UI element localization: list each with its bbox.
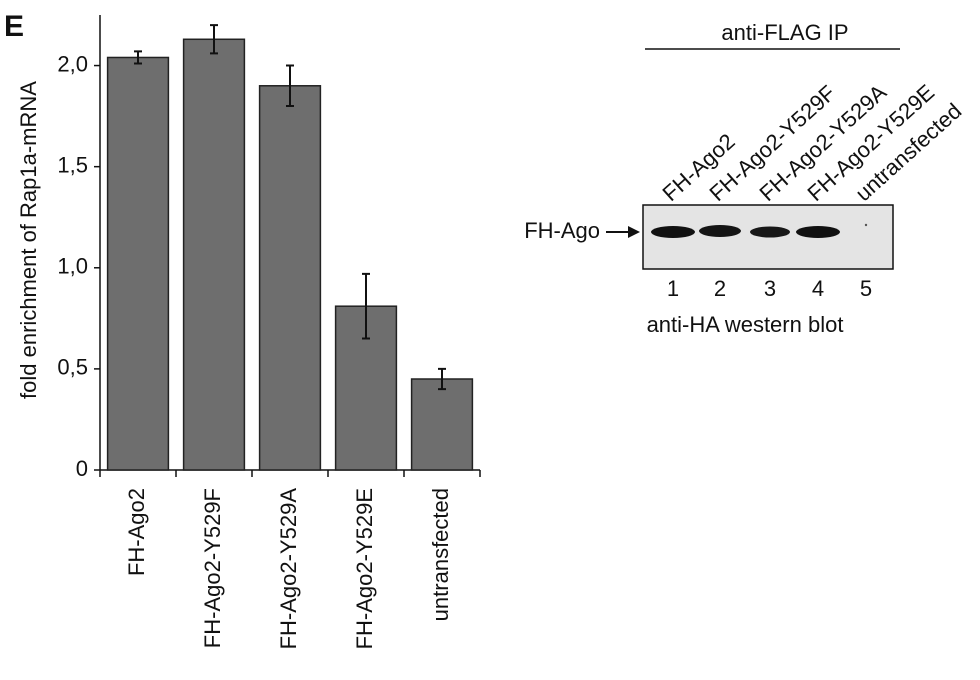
x-tick-label: FH-Ago2-Y529F	[200, 488, 225, 648]
y-tick-label: 2,0	[57, 51, 88, 76]
blot-footer: anti-HA western blot	[647, 312, 844, 337]
band-label: FH-Ago	[524, 218, 600, 243]
arrow-head	[628, 226, 640, 238]
bar	[108, 57, 169, 470]
bar	[184, 39, 245, 470]
blot-header: anti-FLAG IP	[721, 20, 848, 45]
figure: E fold enrichment of Rap1a-mRNA anti-FLA…	[0, 0, 980, 680]
bar	[260, 86, 321, 470]
y-tick-label: 1,0	[57, 254, 88, 279]
lane-number: 1	[667, 276, 679, 301]
band	[750, 227, 790, 238]
bar	[412, 379, 473, 470]
page: {"panel_label": "E", "chart_data": {"typ…	[0, 0, 980, 680]
lane-number: 2	[714, 276, 726, 301]
lane-number: 5	[860, 276, 872, 301]
y-axis-label: fold enrichment of Rap1a-mRNA	[16, 81, 41, 399]
y-tick-label: 1,5	[57, 152, 88, 177]
x-tick-label: FH-Ago2-Y529A	[276, 488, 301, 650]
panel-label: E	[4, 10, 24, 43]
x-tick-label: FH-Ago2	[124, 488, 149, 576]
x-tick-label: untransfected	[428, 488, 453, 621]
band	[796, 226, 840, 238]
lane-number: 3	[764, 276, 776, 301]
band	[651, 226, 695, 238]
y-tick-label: 0	[76, 456, 88, 481]
x-tick-label: FH-Ago2-Y529E	[352, 488, 377, 649]
lane-number: 4	[812, 276, 824, 301]
y-tick-label: 0,5	[57, 355, 88, 380]
speck	[865, 224, 867, 226]
band	[699, 225, 741, 237]
